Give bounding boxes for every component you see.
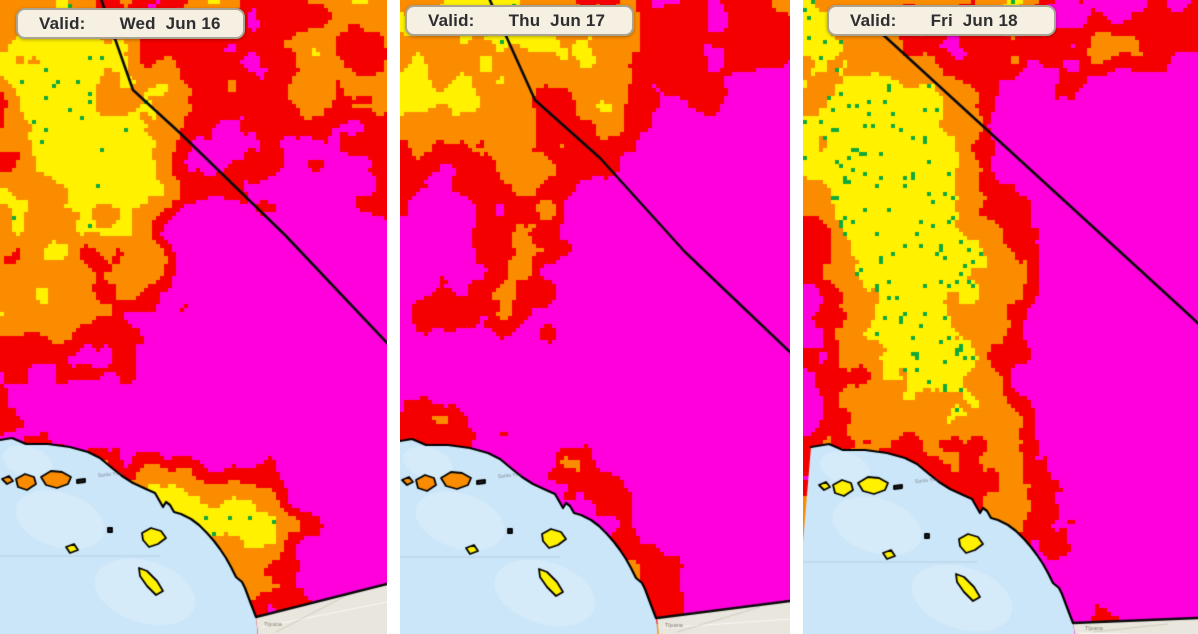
forecast-panel-day3: Valid: Fri Jun 18 bbox=[803, 0, 1198, 634]
valid-date-box: Valid: Wed Jun 16 bbox=[16, 8, 245, 39]
heat-forecast-map-day1 bbox=[0, 0, 387, 634]
valid-date: Fri Jun 18 bbox=[930, 10, 1018, 30]
heat-forecast-map-day2 bbox=[400, 0, 790, 634]
panel-divider bbox=[387, 0, 400, 634]
valid-date-box: Valid: Thu Jun 17 bbox=[405, 5, 634, 36]
valid-date-box: Valid: Fri Jun 18 bbox=[827, 5, 1056, 36]
valid-label: Valid: bbox=[428, 10, 475, 30]
forecast-panel-day2: Valid: Thu Jun 17 bbox=[400, 0, 790, 634]
valid-label: Valid: bbox=[39, 13, 86, 33]
valid-date: Wed Jun 16 bbox=[119, 13, 221, 33]
heat-forecast-map-day3 bbox=[803, 0, 1198, 634]
forecast-panel-day1: Valid: Wed Jun 16 bbox=[0, 0, 387, 634]
panel-divider bbox=[790, 0, 803, 634]
valid-date: Thu Jun 17 bbox=[508, 10, 606, 30]
valid-label: Valid: bbox=[850, 10, 897, 30]
